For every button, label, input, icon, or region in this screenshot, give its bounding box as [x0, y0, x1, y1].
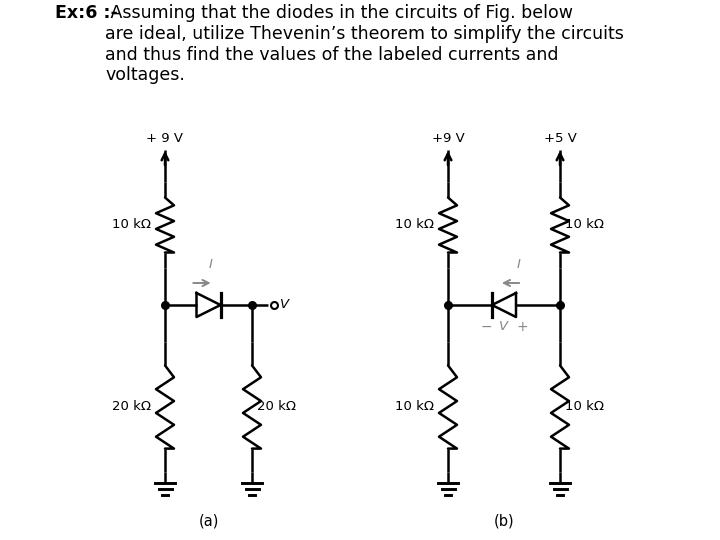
Text: −: −	[480, 320, 492, 334]
Text: 20 kΩ: 20 kΩ	[112, 401, 151, 414]
Text: (a): (a)	[198, 513, 219, 528]
Text: (b): (b)	[494, 513, 514, 528]
Text: 10 kΩ: 10 kΩ	[395, 219, 434, 232]
Text: 10 kΩ: 10 kΩ	[565, 219, 604, 232]
Text: V: V	[280, 299, 289, 312]
Text: 10 kΩ: 10 kΩ	[395, 401, 434, 414]
Text: I: I	[517, 258, 521, 271]
Text: +9 V: +9 V	[431, 132, 464, 145]
Text: Assuming that the diodes in the circuits of Fig. below
are ideal, utilize Theven: Assuming that the diodes in the circuits…	[105, 4, 624, 84]
Text: 10 kΩ: 10 kΩ	[112, 219, 151, 232]
Text: I: I	[209, 258, 212, 271]
Text: V: V	[500, 321, 508, 334]
Text: 20 kΩ: 20 kΩ	[257, 401, 296, 414]
Text: +: +	[516, 320, 528, 334]
Text: + 9 V: + 9 V	[146, 132, 184, 145]
Text: 10 kΩ: 10 kΩ	[565, 401, 604, 414]
Text: +5 V: +5 V	[544, 132, 577, 145]
Text: Ex:6 :-: Ex:6 :-	[55, 4, 118, 22]
